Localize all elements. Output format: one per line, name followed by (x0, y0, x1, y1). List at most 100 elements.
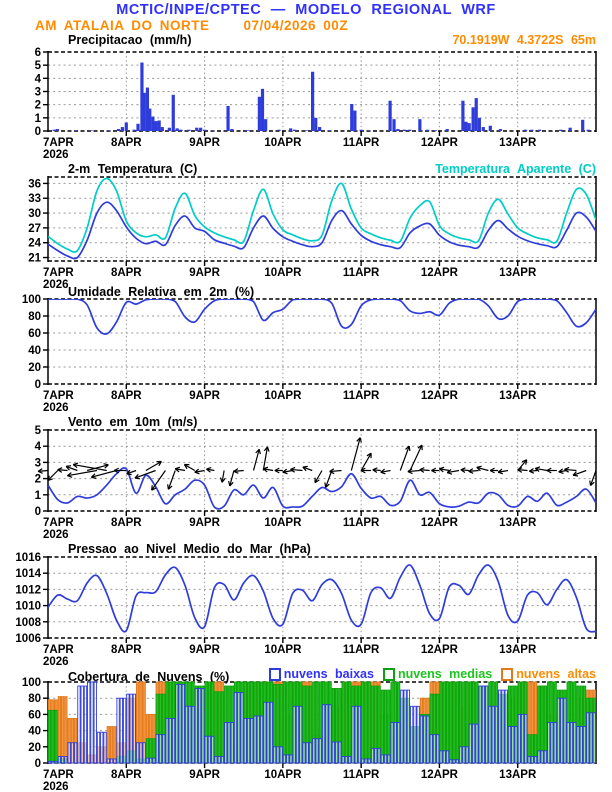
station-name: AM ATALAIA DO NORTE (35, 18, 210, 33)
svg-text:8APR: 8APR (111, 769, 142, 781)
svg-text:8APR: 8APR (111, 267, 142, 279)
legend-mid-clouds-label: nuvens medias (397, 667, 493, 681)
svg-text:20: 20 (28, 362, 41, 374)
svg-text:12APR: 12APR (421, 769, 459, 781)
low-clouds-swatch-icon (268, 667, 281, 681)
svg-text:2026: 2026 (43, 149, 69, 161)
svg-text:5: 5 (35, 60, 42, 72)
svg-text:10APR: 10APR (264, 769, 302, 781)
svg-text:40: 40 (28, 345, 41, 357)
svg-text:0: 0 (35, 126, 41, 138)
svg-text:12APR: 12APR (421, 267, 459, 279)
station-coordinates: 70.1919W 4.3722S 65m (452, 33, 596, 47)
panel-title-wind: Vento em 10m (m/s) (68, 415, 198, 429)
svg-text:9APR: 9APR (189, 390, 220, 402)
svg-text:9APR: 9APR (189, 137, 220, 149)
legend-low-clouds: nuvens baixas (268, 667, 374, 681)
panel-title-temperature: 2-m Temperatura (C) (68, 162, 198, 176)
svg-text:27: 27 (28, 223, 41, 235)
svg-text:1: 1 (35, 490, 42, 502)
svg-text:36: 36 (28, 178, 41, 190)
svg-text:5: 5 (35, 425, 42, 437)
temperature-title-row: 2-m Temperatura (C) Temperatura Aparente… (48, 162, 596, 176)
svg-text:1: 1 (35, 113, 42, 125)
svg-text:10APR: 10APR (264, 517, 302, 529)
svg-text:40: 40 (28, 726, 41, 738)
svg-text:11APR: 11APR (343, 517, 380, 529)
panel-title-clouds: Cobertura de Nuvens (%) (68, 669, 230, 684)
svg-text:4: 4 (35, 441, 42, 453)
svg-text:13APR: 13APR (499, 267, 537, 279)
svg-text:10APR: 10APR (264, 390, 302, 402)
panel-title-apparent-temperature: Temperatura Aparente (C) (435, 162, 596, 176)
svg-text:1010: 1010 (15, 601, 41, 613)
svg-text:2: 2 (35, 100, 41, 112)
clouds-title-row: Cobertura de Nuvens (%) nuvens baixas nu… (48, 667, 596, 684)
svg-text:3: 3 (35, 87, 41, 99)
svg-text:12APR: 12APR (421, 137, 459, 149)
svg-text:12APR: 12APR (421, 517, 459, 529)
svg-text:9APR: 9APR (189, 644, 220, 656)
svg-text:11APR: 11APR (343, 769, 380, 781)
humidity-title-row: Umidade Relativa em 2m (%) (48, 285, 596, 299)
svg-text:80: 80 (28, 311, 41, 323)
svg-text:12APR: 12APR (421, 390, 459, 402)
svg-text:7APR: 7APR (43, 390, 74, 402)
svg-text:7APR: 7APR (43, 517, 74, 529)
svg-text:1012: 1012 (15, 584, 41, 596)
svg-text:13APR: 13APR (499, 769, 537, 781)
svg-text:13APR: 13APR (499, 517, 537, 529)
svg-text:100: 100 (22, 677, 41, 689)
panel-title-precipitation: Precipitacao (mm/h) (68, 33, 192, 47)
svg-text:1016: 1016 (15, 552, 41, 564)
run-datetime: 07/04/2026 00Z (243, 18, 349, 33)
svg-text:80: 80 (28, 693, 41, 705)
svg-text:13APR: 13APR (499, 390, 537, 402)
svg-text:8APR: 8APR (111, 137, 142, 149)
svg-text:60: 60 (28, 709, 41, 721)
legend-mid-clouds: nuvens medias (382, 667, 493, 681)
svg-text:10APR: 10APR (264, 644, 302, 656)
svg-text:33: 33 (28, 193, 41, 205)
svg-text:2026: 2026 (43, 781, 69, 792)
svg-text:8APR: 8APR (111, 644, 142, 656)
svg-text:8APR: 8APR (111, 390, 142, 402)
header-subtitle: AM ATALAIA DO NORTE 07/04/2026 00Z (35, 18, 595, 33)
svg-text:0: 0 (35, 379, 41, 391)
svg-text:9APR: 9APR (189, 769, 220, 781)
svg-text:1008: 1008 (15, 617, 41, 629)
svg-text:2026: 2026 (43, 402, 69, 414)
svg-text:8APR: 8APR (111, 517, 142, 529)
wind-title-row: Vento em 10m (m/s) (48, 415, 596, 429)
svg-text:9APR: 9APR (189, 517, 220, 529)
svg-text:10APR: 10APR (264, 137, 302, 149)
svg-text:10APR: 10APR (264, 267, 302, 279)
svg-text:2: 2 (35, 474, 41, 486)
mid-clouds-swatch-icon (382, 667, 395, 681)
svg-text:1014: 1014 (15, 568, 41, 580)
svg-text:2026: 2026 (43, 529, 69, 541)
legend-high-clouds-label: nuvens altas (516, 667, 596, 681)
svg-text:20: 20 (28, 742, 41, 754)
svg-text:13APR: 13APR (499, 137, 537, 149)
panel-title-pressure: Pressao ao Nivel Medio do Mar (hPa) (68, 542, 311, 556)
svg-text:4: 4 (35, 73, 42, 85)
precipitation-title-row: Precipitacao (mm/h) 70.1919W 4.3722S 65m (48, 33, 596, 47)
svg-text:11APR: 11APR (343, 267, 380, 279)
svg-text:1006: 1006 (15, 633, 41, 645)
svg-text:21: 21 (28, 253, 41, 265)
svg-text:11APR: 11APR (343, 390, 380, 402)
svg-text:12APR: 12APR (421, 644, 459, 656)
legend-high-clouds: nuvens altas (501, 667, 596, 681)
svg-text:13APR: 13APR (499, 644, 537, 656)
legend-low-clouds-label: nuvens baixas (283, 667, 374, 681)
svg-text:60: 60 (28, 328, 41, 340)
panel-title-humidity: Umidade Relativa em 2m (%) (68, 285, 255, 299)
svg-text:11APR: 11APR (343, 137, 380, 149)
svg-text:3: 3 (35, 457, 41, 469)
cloud-legend: nuvens baixas nuvens medias nuvens altas (265, 667, 596, 681)
svg-text:11APR: 11APR (343, 644, 380, 656)
svg-text:7APR: 7APR (43, 137, 74, 149)
svg-text:9APR: 9APR (189, 267, 220, 279)
svg-text:7APR: 7APR (43, 644, 74, 656)
